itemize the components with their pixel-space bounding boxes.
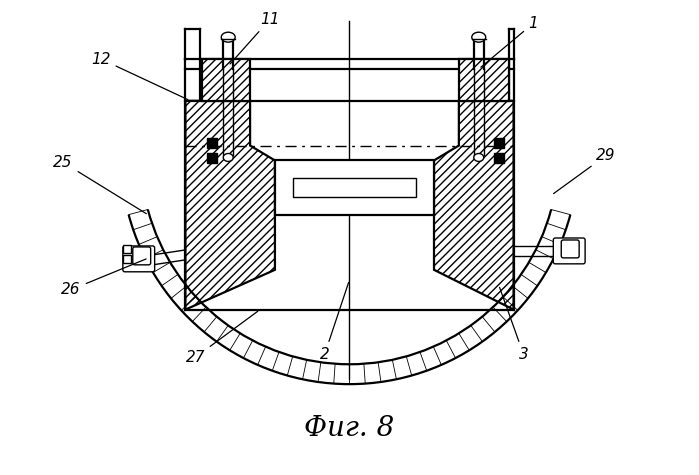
Bar [459, 59, 509, 101]
FancyBboxPatch shape [561, 240, 579, 258]
Bar [275, 161, 434, 215]
Bar [123, 255, 131, 263]
Text: Фиг. 8: Фиг. 8 [304, 415, 395, 442]
Bar [293, 178, 416, 197]
Text: 26: 26 [62, 259, 146, 297]
Bar [459, 59, 509, 101]
Bar [493, 138, 503, 148]
Ellipse shape [472, 32, 486, 42]
FancyBboxPatch shape [133, 247, 151, 265]
Bar [208, 138, 217, 148]
Bar [493, 153, 503, 163]
Text: 11: 11 [230, 12, 280, 64]
Text: 12: 12 [91, 52, 188, 100]
Ellipse shape [223, 153, 233, 162]
Text: 27: 27 [186, 311, 258, 365]
FancyBboxPatch shape [554, 238, 585, 264]
Ellipse shape [474, 153, 484, 162]
Bar [123, 245, 131, 253]
Polygon shape [185, 101, 275, 310]
Bar [203, 59, 250, 101]
Ellipse shape [222, 32, 235, 42]
Polygon shape [434, 101, 514, 310]
Text: 3: 3 [500, 287, 528, 362]
Text: 29: 29 [554, 148, 616, 194]
Text: 2: 2 [319, 283, 349, 362]
FancyBboxPatch shape [123, 246, 154, 272]
Bar [203, 59, 250, 101]
Text: 25: 25 [53, 155, 146, 214]
Text: 1: 1 [481, 16, 538, 67]
Bar [208, 153, 217, 163]
